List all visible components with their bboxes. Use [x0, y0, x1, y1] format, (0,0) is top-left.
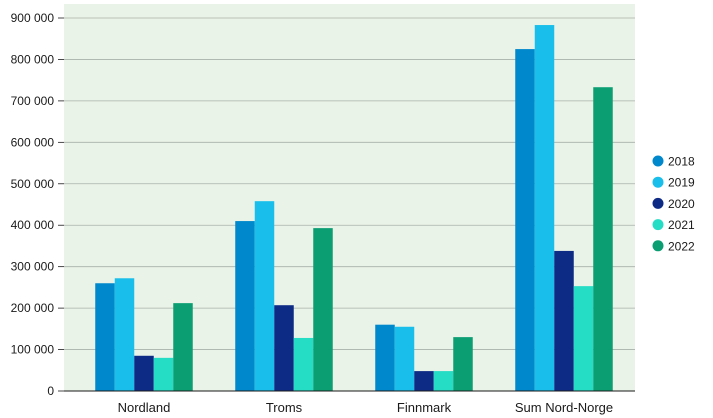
x-category-label: Troms — [266, 400, 303, 415]
y-tick-label: 900 000 — [11, 11, 55, 25]
legend-label: 2021 — [668, 218, 695, 232]
bar-2019-troms — [254, 201, 275, 391]
y-tick-label: 300 000 — [11, 260, 55, 274]
bar-2020-sum-nord-norge — [554, 250, 574, 391]
bar-2021-finnmark — [433, 371, 454, 391]
y-tick-label: 800 000 — [11, 52, 55, 66]
bar-2018-nordland — [95, 283, 115, 391]
legend-label: 2020 — [668, 197, 695, 211]
bar-2018-troms — [235, 221, 255, 391]
bar-2018-sum-nord-norge — [515, 49, 535, 391]
bars — [95, 25, 613, 391]
bar-2020-troms — [274, 305, 294, 391]
legend: 2018 2019 2020 2021 2022 — [652, 155, 695, 253]
y-tick-label: 700 000 — [11, 94, 55, 108]
bar-2022-nordland — [173, 303, 193, 391]
bar-2022-troms — [313, 228, 333, 391]
y-tick-label: 400 000 — [11, 218, 55, 232]
legend-label: 2019 — [668, 176, 695, 190]
bar-2019-nordland — [114, 278, 135, 391]
legend-label: 2018 — [668, 155, 695, 169]
y-tick-label: 200 000 — [11, 301, 55, 315]
legend-swatch — [652, 197, 664, 209]
legend-swatch — [652, 240, 664, 252]
legend-swatch — [652, 176, 664, 188]
x-category-label: Finnmark — [397, 400, 452, 415]
x-axis-category-labels: Nordland Troms Finnmark Sum Nord-Norge — [118, 400, 614, 415]
bar-2022-finnmark — [453, 337, 473, 391]
legend-swatch — [652, 155, 664, 167]
y-tick-label: 100 000 — [11, 343, 55, 357]
bar-2021-nordland — [153, 357, 174, 391]
bar-2018-finnmark — [375, 324, 395, 391]
bar-2020-finnmark — [414, 371, 434, 391]
x-category-label: Sum Nord-Norge — [515, 400, 613, 415]
legend-swatch — [652, 219, 664, 231]
y-tick-label: 500 000 — [11, 177, 55, 191]
legend-label: 2022 — [668, 239, 695, 253]
bar-2022-sum-nord-norge — [593, 87, 613, 391]
bar-2021-sum-nord-norge — [573, 286, 594, 391]
bar-2021-troms — [293, 337, 314, 391]
y-tick-label: 600 000 — [11, 135, 55, 149]
x-category-label: Nordland — [118, 400, 171, 415]
bar-2019-finnmark — [394, 326, 415, 391]
y-axis-tick-labels: 0 100 000 200 000 300 000 400 000 500 000 600 … — [11, 11, 55, 398]
bar-2019-sum-nord-norge — [534, 25, 555, 391]
bar-2020-nordland — [134, 355, 154, 391]
y-tick-label: 0 — [47, 384, 54, 398]
